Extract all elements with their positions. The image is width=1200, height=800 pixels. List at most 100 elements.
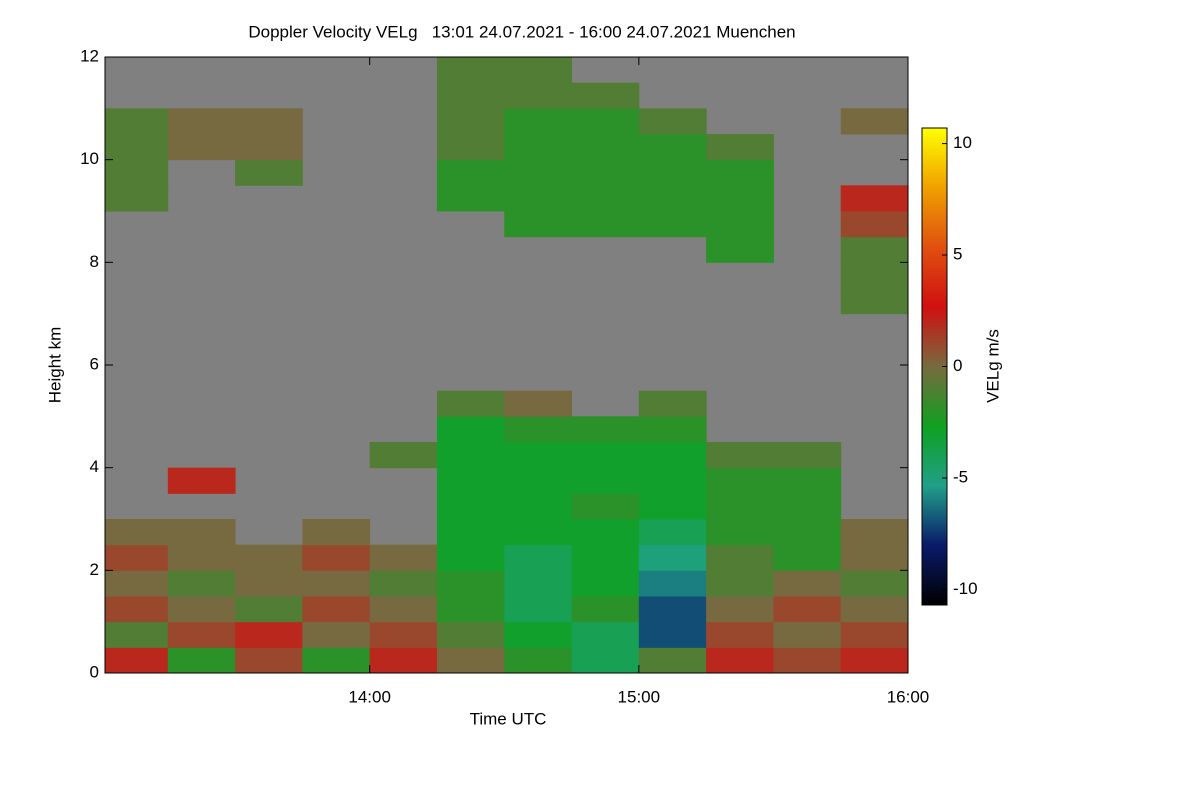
heat-cell: [571, 185, 640, 212]
heat-cell: [638, 519, 707, 546]
heat-cell: [638, 442, 707, 469]
y-tick-label: 6: [90, 354, 99, 373]
heat-cell: [436, 442, 505, 469]
heat-cell: [105, 108, 169, 135]
heat-cell: [638, 596, 707, 623]
heat-cell: [504, 185, 573, 212]
heat-cell: [840, 647, 908, 673]
colorbar-tick-label: 10: [953, 133, 972, 152]
heat-cell: [302, 570, 371, 597]
colorbar-tick-label: 5: [953, 245, 962, 264]
heat-cell: [302, 621, 371, 648]
heat-cell: [436, 390, 505, 417]
heat-cell: [706, 493, 774, 520]
heat-cell: [436, 519, 505, 546]
y-tick-label: 12: [80, 46, 99, 65]
heat-cell: [302, 519, 371, 546]
heat-cell: [571, 82, 640, 109]
x-tick-label: 16:00: [887, 687, 930, 706]
y-tick-label: 10: [80, 149, 99, 168]
heat-cell: [840, 570, 908, 597]
colorbar-tick-label: 0: [953, 356, 962, 375]
heat-cell: [167, 467, 236, 494]
heat-cell: [302, 544, 371, 571]
heat-cell: [706, 647, 774, 673]
heat-cell: [571, 416, 640, 443]
heat-cell: [504, 108, 573, 135]
heat-cell: [504, 544, 573, 571]
heat-cell: [105, 647, 169, 673]
heat-cell: [105, 519, 169, 546]
heat-cell: [638, 621, 707, 648]
heat-cell: [638, 185, 707, 212]
heat-cell: [369, 596, 438, 623]
heat-cell: [840, 185, 908, 212]
x-tick-label: 14:00: [348, 687, 391, 706]
heat-cell: [638, 108, 707, 135]
heat-cell: [436, 570, 505, 597]
heat-cell: [571, 211, 640, 238]
heat-cell: [235, 570, 303, 597]
y-tick-label: 2: [90, 560, 99, 579]
heat-cell: [167, 647, 236, 673]
heat-cell: [105, 621, 169, 648]
heat-cell: [504, 390, 573, 417]
heat-cell: [436, 416, 505, 443]
heat-cell: [773, 647, 842, 673]
heat-cell: [436, 621, 505, 648]
y-axis-label: Height km: [45, 327, 64, 404]
colorbar-tick-label: -5: [953, 467, 968, 486]
heat-cell: [571, 519, 640, 546]
heat-cell: [105, 544, 169, 571]
heat-cell: [706, 596, 774, 623]
heat-cell: [436, 647, 505, 673]
heat-cell: [571, 621, 640, 648]
heat-cell: [706, 134, 774, 161]
heat-cell: [504, 467, 573, 494]
y-tick-label: 8: [90, 252, 99, 271]
heat-cell: [571, 442, 640, 469]
heat-cell: [504, 416, 573, 443]
heat-cell: [504, 570, 573, 597]
heat-cell: [773, 596, 842, 623]
heat-cell: [369, 647, 438, 673]
heat-cell: [571, 570, 640, 597]
heat-cell: [167, 596, 236, 623]
heat-cell: [436, 493, 505, 520]
heat-cell: [706, 544, 774, 571]
heat-cell: [706, 519, 774, 546]
heat-cell: [840, 108, 908, 135]
heat-cell: [638, 467, 707, 494]
heat-cell: [436, 185, 505, 212]
heat-cell: [840, 519, 908, 546]
heat-cell: [571, 493, 640, 520]
colorbar-tick-label: -10: [953, 579, 978, 598]
heat-cell: [706, 621, 774, 648]
heat-cell: [436, 596, 505, 623]
heat-cell: [504, 519, 573, 546]
heat-cell: [105, 596, 169, 623]
heat-cell: [638, 647, 707, 673]
heat-cell: [706, 570, 774, 597]
heat-cell: [706, 159, 774, 186]
heat-cell: [706, 467, 774, 494]
heat-cell: [167, 108, 236, 135]
cells: [105, 57, 908, 673]
heat-cell: [235, 544, 303, 571]
colorbar-label: VELg m/s: [983, 329, 1002, 403]
heat-cell: [571, 159, 640, 186]
heat-cell: [840, 544, 908, 571]
heat-cell: [638, 134, 707, 161]
heat-cell: [167, 134, 236, 161]
x-tick-label: 15:00: [618, 687, 661, 706]
heat-cell: [105, 570, 169, 597]
y-tick-label: 0: [90, 662, 99, 681]
y-tick-label: 4: [90, 457, 99, 476]
heat-cell: [571, 467, 640, 494]
heat-cell: [235, 159, 303, 186]
heat-cell: [571, 544, 640, 571]
heat-cell: [638, 570, 707, 597]
heat-cell: [436, 134, 505, 161]
heat-cell: [773, 467, 842, 494]
heat-cell: [369, 544, 438, 571]
